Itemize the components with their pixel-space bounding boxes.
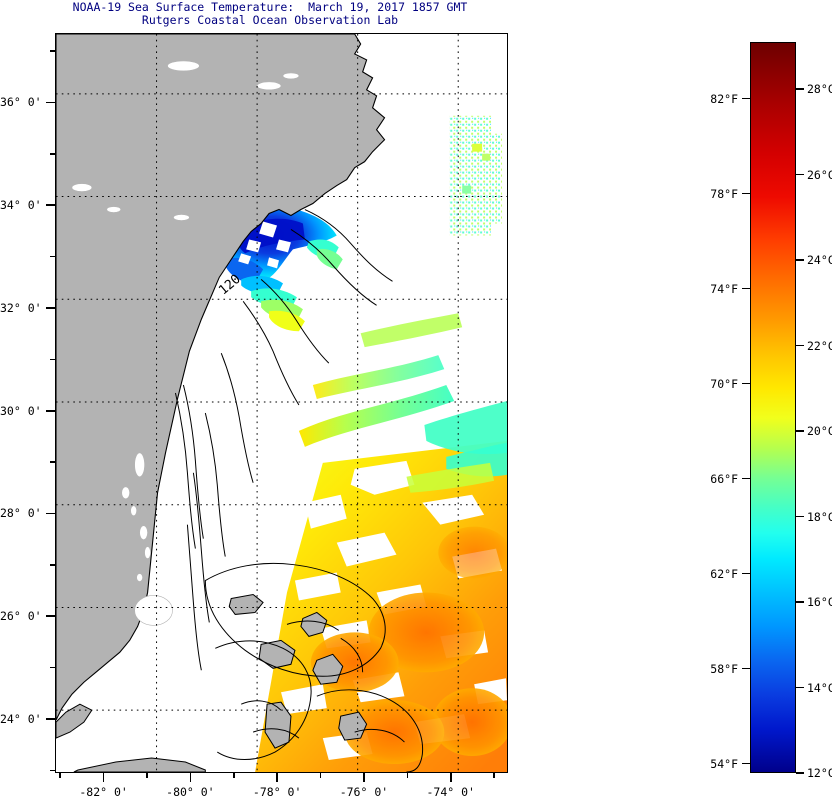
colorbar-tick-f-3 [742,382,750,385]
lon-label-0: -82° 0' [79,785,128,799]
colorbar-tick-f-5 [742,572,750,575]
sst-wisp-filaments [298,313,507,493]
lat-label-6: 24° 0' [0,712,42,727]
tick-x-major [102,773,105,782]
lon-label-2: -78° 0' [252,785,302,799]
colorbar-label-f-3: 70°F [710,376,738,391]
sst-map-canvas: 120 [56,34,507,772]
tick-y-major [46,512,55,515]
colorbar-label-c-7: 14°C [807,680,832,695]
tick-x-major [449,773,452,782]
tick-y-major [46,101,55,104]
tick-y-major [46,307,55,309]
title-line-primary: NOAA-19 Sea Surface Temperature: March 1… [72,0,468,14]
colorbar-tick-f-7 [742,762,750,765]
colorbar-gradient-strip [750,42,796,773]
tick-y-minor [50,152,55,155]
colorbar-tick-f-0 [742,97,750,100]
colorbar-label-c-8: 12°C [807,766,832,780]
tick-y-minor [50,50,55,52]
colorbar-tick-c-6 [796,601,804,603]
tick-y-minor [50,358,55,361]
lat-label-5: 26° 0' [0,609,42,624]
tick-y-minor [50,461,55,463]
tick-y-minor [50,255,55,258]
chart-title: NOAA-19 Sea Surface Temperature: March 1… [0,1,540,27]
colorbar-tick-c-0 [796,88,804,90]
colorbar-tick-c-1 [796,173,804,176]
tick-y-major [46,615,55,618]
colorbar-label-c-6: 16°C [807,595,832,609]
tick-y-major [46,409,55,412]
colorbar-label-f-2: 74°F [710,281,738,296]
tick-x-minor [319,773,322,778]
colorbar-label-f-7: 54°F [710,756,738,771]
lat-label-1: 34° 0' [0,198,42,213]
tick-y-minor [50,666,55,669]
tick-x-major [276,773,278,782]
colorbar-tick-c-5 [796,515,804,518]
lat-label-4: 28° 0' [0,506,42,521]
sst-speckle-northeast [449,115,503,236]
tick-x-major [189,773,192,782]
landmass-layer [56,34,386,772]
lon-label-3: -76° 0' [339,785,389,799]
lon-label-1: -80° 0' [166,785,215,799]
tick-x-major [363,773,365,782]
tick-x-minor [493,773,495,778]
bathymetry-contours [174,209,424,772]
colorbar-label-f-6: 58°F [710,661,738,676]
colorbar-tick-c-3 [796,344,804,347]
colorbar-label-f-0: 82°F [710,91,738,106]
colorbar-tick-c-2 [796,259,804,261]
colorbar-label-c-1: 26°C [807,167,832,182]
lat-label-3: 30° 0' [0,403,42,418]
sst-map-plot-area: 120 [55,33,508,773]
tick-y-major [46,718,55,720]
tick-x-minor [232,773,235,778]
lon-label-4: -74° 0' [426,785,475,799]
colorbar-label-f-1: 78°F [710,186,738,201]
graticule-dotted-lines [56,34,507,772]
tick-x-minor [59,773,61,778]
land-florida-tip [56,703,93,739]
colorbar-tick-f-1 [742,192,750,195]
land-cuba [73,757,206,772]
tick-y-major [46,204,55,206]
colorbar-tick-c-8 [796,772,804,774]
lat-label-0: 36° 0' [0,95,42,110]
colorbar-tick-c-7 [796,686,804,689]
colorbar-label-c-0: 28°C [807,82,832,97]
colorbar-label-c-4: 20°C [807,424,832,438]
temperature-colorbar [750,42,796,773]
land-bahamas [228,593,368,749]
lat-label-2: 32° 0' [0,300,42,315]
colorbar-tick-f-6 [742,667,750,670]
tick-y-minor [50,769,55,772]
colorbar-tick-f-2 [742,287,750,290]
colorbar-tick-f-4 [742,477,750,480]
colorbar-label-f-5: 62°F [710,566,738,581]
inland-lakes [71,60,300,626]
colorbar-label-c-3: 22°C [807,338,832,353]
colorbar-label-c-5: 18°C [807,509,832,524]
colorbar-tick-c-4 [796,430,804,432]
tick-x-minor [406,773,409,778]
tick-x-minor [146,773,148,778]
title-line-secondary: Rutgers Coastal Ocean Observation Lab [141,13,399,27]
tick-y-minor [50,564,55,566]
colorbar-label-c-2: 24°C [807,253,832,268]
colorbar-label-f-4: 66°F [710,471,738,486]
